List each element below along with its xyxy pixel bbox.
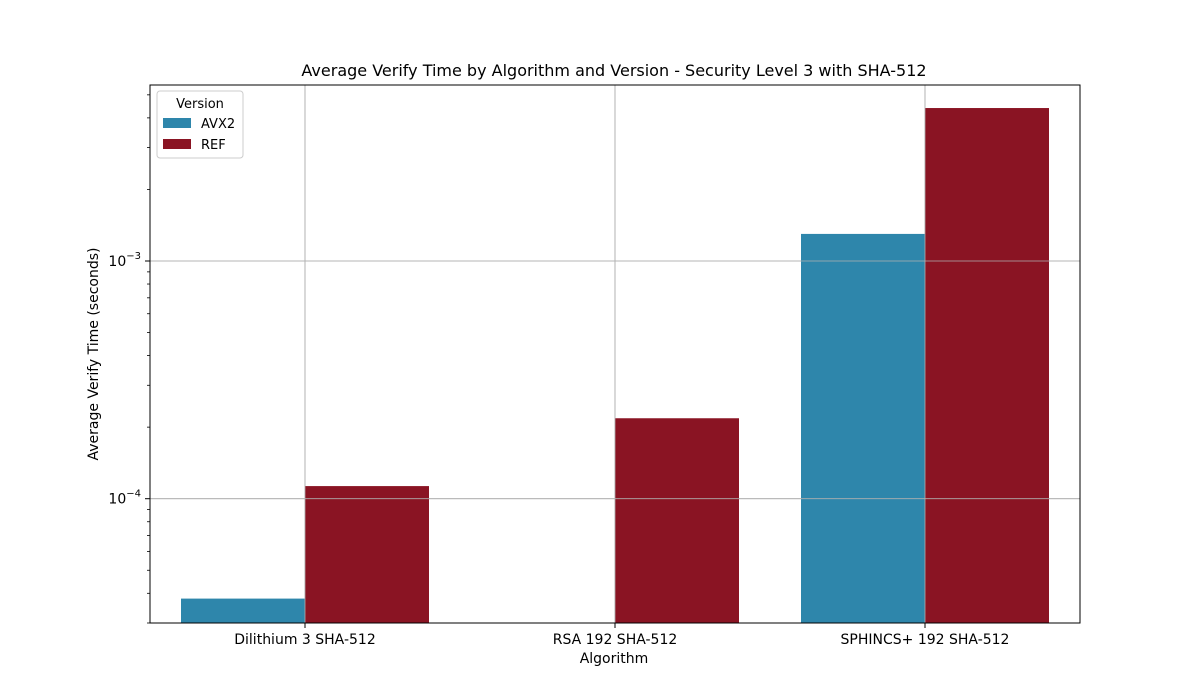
y-tick-label: 10−3 <box>108 251 141 270</box>
legend-label-avx2: AVX2 <box>201 117 235 132</box>
bar-avx2-0 <box>181 598 305 623</box>
legend-label-ref: REF <box>201 138 226 153</box>
bar-ref-0 <box>305 486 429 623</box>
bars <box>150 85 1080 624</box>
legend-title: Version <box>176 97 224 112</box>
bar-ref-1 <box>615 418 739 623</box>
x-axis-label: Algorithm <box>580 651 649 667</box>
x-tick-label: Dilithium 3 SHA-512 <box>234 632 375 648</box>
legend: Version AVX2 REF <box>156 90 244 159</box>
y-axis-label: Average Verify Time (seconds) <box>86 248 102 461</box>
y-tick-label: 10−4 <box>108 489 141 508</box>
ticks: Dilithium 3 SHA-512 RSA 192 SHA-512 SPHINC… <box>108 94 1010 648</box>
x-tick-label: SPHINCS+ 192 SHA-512 <box>841 632 1010 648</box>
legend-swatch-ref <box>163 139 191 149</box>
legend-swatch-avx2 <box>163 118 191 128</box>
bar-ref-2 <box>925 108 1049 624</box>
x-tick-label: RSA 192 SHA-512 <box>553 632 678 648</box>
chart-title: Average Verify Time by Algorithm and Ver… <box>301 61 926 80</box>
bar-avx2-2 <box>801 233 925 624</box>
